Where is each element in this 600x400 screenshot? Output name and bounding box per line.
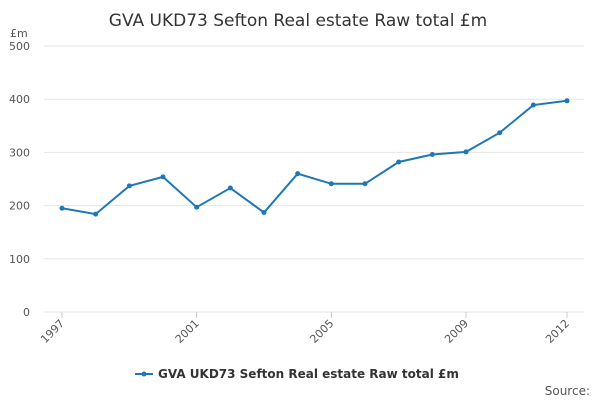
legend-label: GVA UKD73 Sefton Real estate Raw total £…	[158, 367, 459, 381]
x-tick-label: 2001	[173, 317, 202, 346]
gridlines	[44, 45, 584, 313]
data-point	[497, 130, 503, 136]
x-tick-label: 2012	[543, 317, 572, 346]
data-point	[194, 204, 200, 210]
data-point	[530, 102, 536, 108]
data-point	[463, 149, 469, 155]
source-label: Source:	[545, 384, 590, 398]
data-point	[328, 181, 334, 187]
data-point	[59, 205, 65, 211]
data-point	[429, 152, 435, 158]
data-point	[564, 98, 570, 104]
y-tick-label: 200	[9, 200, 30, 213]
data-point	[396, 159, 402, 165]
chart-title: GVA UKD73 Sefton Real estate Raw total £…	[109, 11, 487, 31]
x-tick-label: 2005	[307, 317, 336, 346]
data-point	[160, 174, 166, 180]
y-tick-label: 500	[9, 40, 30, 53]
series-line	[61, 99, 568, 216]
data-point	[126, 183, 132, 189]
legend-swatch-marker	[141, 371, 147, 377]
y-tick-label: 400	[9, 93, 30, 106]
x-tick-label: 2009	[442, 317, 471, 346]
data-point	[295, 171, 301, 177]
data-point	[362, 181, 368, 187]
legend: GVA UKD73 Sefton Real estate Raw total £…	[135, 367, 459, 381]
x-tick-label: 1997	[38, 317, 67, 346]
y-tick-label: 300	[9, 146, 30, 159]
x-axis-ticks: 1997 2001 2005 2009 2012	[38, 312, 572, 346]
data-point	[261, 210, 267, 216]
y-axis-unit: £m	[10, 27, 28, 40]
y-tick-label: 0	[23, 306, 30, 319]
data-point	[227, 185, 233, 191]
data-point	[93, 211, 99, 217]
series-layer	[59, 98, 570, 217]
y-axis-ticks: 0 100 200 300 400 500	[9, 40, 30, 319]
y-tick-label: 100	[9, 253, 30, 266]
